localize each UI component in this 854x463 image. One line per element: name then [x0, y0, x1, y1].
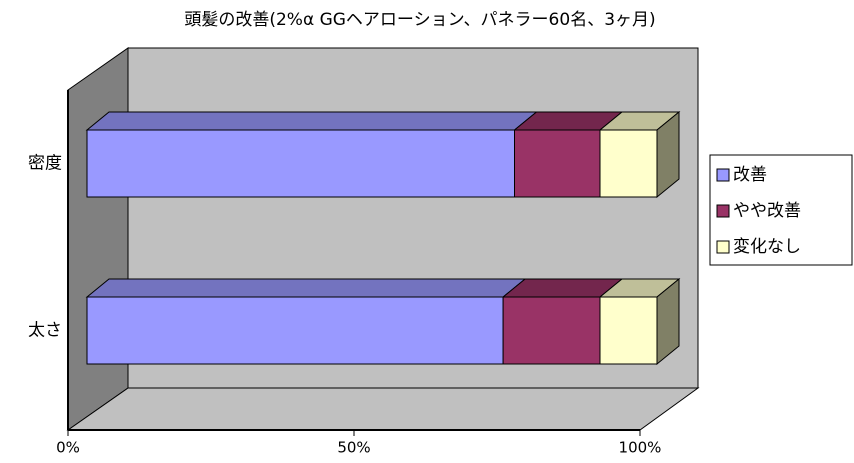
bar-segment — [598, 110, 681, 199]
bar-front — [514, 129, 601, 198]
x-tick-label: 0% — [56, 439, 80, 457]
x-tick-label: 50% — [337, 439, 370, 457]
bar-front — [599, 296, 658, 365]
legend — [709, 154, 853, 266]
legend-label: 変化なし — [733, 237, 801, 257]
bar-front — [86, 129, 515, 198]
bar-top — [85, 278, 527, 298]
floor — [66, 387, 700, 431]
bar-front — [502, 296, 601, 365]
legend-label: 改善 — [733, 165, 767, 185]
side-wall — [67, 47, 129, 431]
legend-swatch — [716, 204, 730, 218]
y-tick-label: 密度 — [28, 154, 62, 174]
x-tick-label: 100% — [619, 439, 662, 457]
legend-label: やや改善 — [733, 201, 801, 221]
bar-segment — [85, 111, 538, 198]
bar-segment — [513, 111, 624, 198]
bar-front — [86, 296, 504, 365]
bar-segment — [85, 278, 527, 365]
legend-swatch — [716, 240, 730, 254]
bar-front — [599, 129, 658, 198]
chart-title: 頭髪の改善(2%α GGヘアローション、パネラー60名、3ヶ月) — [184, 10, 655, 30]
bar-top — [85, 111, 538, 131]
y-tick-label: 太さ — [28, 321, 62, 341]
bar-segment — [501, 278, 624, 365]
bar-segment — [598, 277, 681, 366]
legend-swatch — [716, 168, 730, 182]
bar-side — [656, 277, 680, 366]
bar-side — [656, 110, 680, 199]
